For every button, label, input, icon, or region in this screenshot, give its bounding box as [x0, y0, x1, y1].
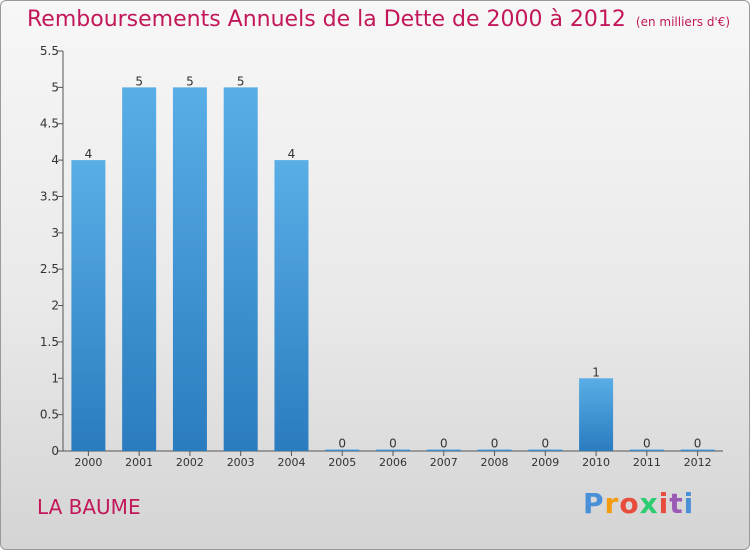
- data-label-2009: 0: [541, 437, 549, 451]
- x-tick-label: 2003: [227, 456, 255, 469]
- y-tick-label: 2: [51, 299, 59, 313]
- data-label-2006: 0: [389, 437, 397, 451]
- data-label-2001: 5: [135, 74, 143, 88]
- bar-2002: [172, 87, 207, 451]
- data-label-2011: 0: [643, 437, 651, 451]
- logo-letter: x: [639, 487, 659, 520]
- bar-2011: [629, 449, 664, 451]
- x-tick-label: 2000: [74, 456, 102, 469]
- y-tick-label: 0.5: [40, 408, 59, 422]
- y-tick-label: 1: [51, 371, 59, 385]
- x-tick-label: 2001: [125, 456, 153, 469]
- data-label-2007: 0: [440, 437, 448, 451]
- data-label-2010: 1: [592, 365, 600, 379]
- x-tick-label: 2008: [481, 456, 509, 469]
- data-labels: 4 5 5 5 4 0 0 0 0 0 1 0 0: [85, 74, 702, 450]
- bar-2009: [528, 449, 563, 451]
- y-tick-label: 3: [51, 226, 59, 240]
- data-label-2012: 0: [694, 437, 702, 451]
- y-tick-label: 5: [51, 80, 59, 94]
- bars: [71, 87, 715, 451]
- data-label-2002: 5: [186, 74, 194, 88]
- y-tick-label: 0: [51, 444, 59, 458]
- commune-name: LA BAUME: [37, 495, 141, 519]
- y-tick-label: 5.5: [40, 44, 59, 58]
- bar-2001: [122, 87, 157, 451]
- logo-letter: o: [619, 487, 640, 520]
- logo-letter: i: [658, 487, 670, 520]
- proxiti-logo[interactable]: Proxiti: [583, 487, 694, 520]
- x-tick-label: 2007: [430, 456, 458, 469]
- bar-2003: [223, 87, 258, 451]
- bar-2006: [376, 449, 410, 451]
- x-tick-label: 2012: [684, 456, 712, 469]
- bar-2004: [274, 160, 309, 451]
- y-tick-label: 1.5: [40, 335, 59, 349]
- x-tick-label: 2004: [277, 456, 305, 469]
- logo-letter: t: [669, 487, 684, 520]
- bar-2007: [426, 449, 461, 451]
- chart-title: Remboursements Annuels de la Dette de 20…: [27, 7, 730, 32]
- x-tick-label: 2005: [328, 456, 356, 469]
- data-label-2003: 5: [237, 74, 245, 88]
- x-tick-label: 2009: [531, 456, 559, 469]
- y-tick-label: 2.5: [40, 262, 59, 276]
- x-tick-label: 2010: [582, 456, 610, 469]
- x-tick-label: 2011: [633, 456, 661, 469]
- title-unit: (en milliers d'€): [635, 15, 731, 29]
- bar-2005: [325, 449, 360, 451]
- y-axis: 0 0.5 1 1.5 2 2.5 3 3.5 4 4.5 5 5.5: [40, 44, 64, 458]
- logo-letter: i: [683, 487, 695, 520]
- y-tick-label: 4: [51, 153, 59, 167]
- data-label-2000: 4: [85, 147, 93, 161]
- data-label-2005: 0: [338, 437, 346, 451]
- x-axis: 2000 2001 2002 2003 2004 2005 2006 2007 2008 2009…: [63, 450, 723, 469]
- y-tick-label: 3.5: [40, 189, 59, 203]
- logo-letter: P: [583, 487, 605, 520]
- x-tick-label: 2002: [176, 456, 204, 469]
- x-tick-label: 2006: [379, 456, 407, 469]
- bar-2000: [71, 160, 106, 451]
- logo-letter: r: [604, 487, 620, 520]
- bar-2008: [477, 449, 512, 451]
- y-tick-label: 4.5: [40, 117, 59, 131]
- data-label-2008: 0: [491, 437, 499, 451]
- bar-2010: [579, 378, 614, 451]
- data-label-2004: 4: [288, 147, 296, 161]
- bar-2012: [680, 449, 715, 451]
- title-main: Remboursements Annuels de la Dette de 20…: [27, 7, 626, 32]
